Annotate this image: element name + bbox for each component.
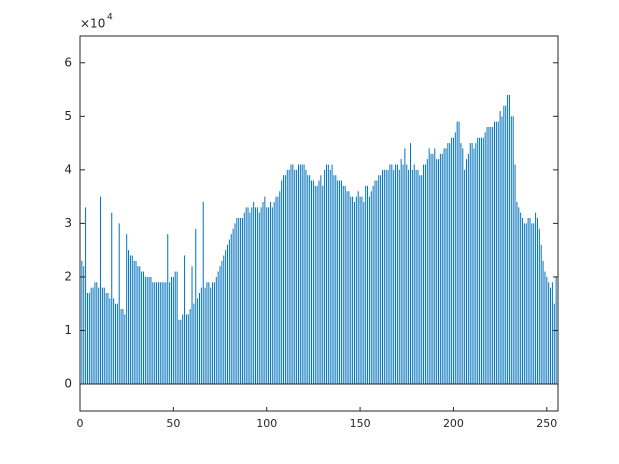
y-tick-label: 4 bbox=[64, 162, 72, 176]
y-exponent: 4 bbox=[107, 13, 113, 23]
y-tick-label: 0 bbox=[64, 377, 72, 391]
y-tick-label: 2 bbox=[64, 269, 72, 283]
y-tick-label: 3 bbox=[64, 216, 72, 230]
y-tick-label: 5 bbox=[64, 109, 72, 123]
y-tick-label: 1 bbox=[64, 323, 72, 337]
x-tick-label: 150 bbox=[350, 417, 371, 430]
x-tick-label: 250 bbox=[536, 417, 557, 430]
x-tick-label: 50 bbox=[166, 417, 180, 430]
x-tick-label: 100 bbox=[256, 417, 277, 430]
y-tick-label: 6 bbox=[64, 55, 72, 69]
x-tick-label: 200 bbox=[443, 417, 464, 430]
x-tick-label: 0 bbox=[77, 417, 84, 430]
axes-box bbox=[79, 35, 559, 385]
y-multiplier: ×10 bbox=[80, 17, 105, 31]
